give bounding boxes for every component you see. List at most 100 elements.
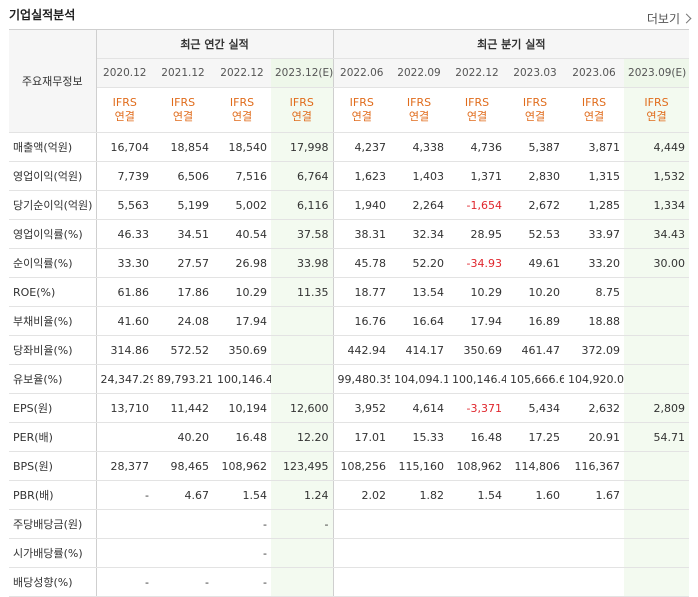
value-cell: 314.86 <box>96 335 153 365</box>
accounting-standard-cell: IFRS 연결 <box>213 87 271 133</box>
value-cell: 1.54 <box>213 480 271 510</box>
row-label: 영업이익(억원) <box>9 161 97 191</box>
value-cell: 12,600 <box>271 393 334 423</box>
row-label: EPS(원) <box>9 393 97 423</box>
value-cell <box>506 538 565 568</box>
value-cell: 17.86 <box>153 277 213 307</box>
row-label: 영업이익률(%) <box>9 219 97 249</box>
accounting-standard-cell: IFRS 연결 <box>506 87 565 133</box>
value-cell: 28,377 <box>96 451 153 481</box>
value-cell: 4,237 <box>333 132 391 162</box>
value-cell: 16.76 <box>333 306 391 336</box>
value-cell <box>333 509 391 539</box>
value-cell: 49.61 <box>506 248 565 278</box>
value-cell: 52.53 <box>506 219 565 249</box>
value-cell <box>624 277 690 307</box>
consolidated-label: 연결 <box>231 110 253 123</box>
value-cell: 414.17 <box>390 335 449 365</box>
value-cell: 33.97 <box>564 219 625 249</box>
accounting-standard-cell: IFRS 연결 <box>271 87 334 133</box>
value-cell: 1.82 <box>390 480 449 510</box>
period-header: 2022.12 <box>213 58 271 88</box>
value-cell: 54.71 <box>624 422 690 452</box>
value-cell <box>506 509 565 539</box>
corner-header: 주요재무정보 <box>9 29 97 133</box>
consolidated-label: 연결 <box>351 110 372 123</box>
consolidated-label: 연결 <box>466 110 488 123</box>
value-cell: 15.33 <box>390 422 449 452</box>
table-row: 시가배당률(%) - <box>9 538 690 568</box>
value-cell: 37.58 <box>271 219 334 249</box>
consolidated-label: 연결 <box>408 110 430 123</box>
value-cell: 2,672 <box>506 190 565 220</box>
value-cell <box>390 509 449 539</box>
value-cell: -3,371 <box>448 393 507 423</box>
value-cell <box>564 538 625 568</box>
annual-group-header: 최근 연간 실적 <box>96 29 334 59</box>
value-cell <box>390 567 449 597</box>
value-cell: 2,830 <box>506 161 565 191</box>
value-cell: 33.20 <box>564 248 625 278</box>
table-row: BPS(원) 28,377 98,465 108,962 123,495 108,256 1… <box>9 451 690 481</box>
accounting-standard-cell: IFRS 연결 <box>448 87 507 133</box>
row-label: 당기순이익(억원) <box>9 190 97 220</box>
row-label: BPS(원) <box>9 451 97 481</box>
value-cell <box>564 509 625 539</box>
value-cell: 372.09 <box>564 335 625 365</box>
value-cell: 16,704 <box>96 132 153 162</box>
quarter-group-header: 최근 분기 실적 <box>333 29 690 59</box>
period-header: 2022.06 <box>333 58 391 88</box>
value-cell: 18.88 <box>564 306 625 336</box>
accounting-standard-cell: IFRS 연결 <box>96 87 153 133</box>
value-cell: - <box>153 567 213 597</box>
value-cell: 10.29 <box>448 277 507 307</box>
value-cell <box>448 567 507 597</box>
ifrs-label: IFRS <box>229 96 255 109</box>
value-cell: - <box>96 567 153 597</box>
value-cell: 461.47 <box>506 335 565 365</box>
period-header: 2023.09(E) <box>624 58 690 88</box>
value-cell: 100,146.40 <box>213 364 271 394</box>
value-cell: 32.34 <box>390 219 449 249</box>
period-header: 2021.12 <box>153 58 213 88</box>
value-cell: 30.00 <box>624 248 690 278</box>
value-cell: 4,736 <box>448 132 507 162</box>
value-cell: 61.86 <box>96 277 153 307</box>
value-cell: 7,516 <box>213 161 271 191</box>
row-label: 유보율(%) <box>9 364 97 394</box>
value-cell: 108,962 <box>448 451 507 481</box>
value-cell: 24,347.29 <box>96 364 153 394</box>
value-cell: - <box>213 538 271 568</box>
value-cell: 18,540 <box>213 132 271 162</box>
row-label: 당좌비율(%) <box>9 335 97 365</box>
value-cell: 40.20 <box>153 422 213 452</box>
value-cell <box>448 538 507 568</box>
value-cell <box>333 567 391 597</box>
row-label: PBR(배) <box>9 480 97 510</box>
period-header: 2020.12 <box>96 58 153 88</box>
table-row: 매출액(억원) 16,704 18,854 18,540 17,998 4,237 4,33… <box>9 132 690 162</box>
value-cell: 5,563 <box>96 190 153 220</box>
value-cell: 2,809 <box>624 393 690 423</box>
value-cell <box>624 335 690 365</box>
value-cell: 99,480.35 <box>333 364 391 394</box>
value-cell <box>153 538 213 568</box>
ifrs-label: IFRS <box>581 96 607 109</box>
value-cell: - <box>96 480 153 510</box>
value-cell: 4,338 <box>390 132 449 162</box>
financial-table: 주요재무정보 최근 연간 실적 최근 분기 실적 2020.12 2021.12 2022… <box>9 29 690 597</box>
value-cell: 350.69 <box>448 335 507 365</box>
accounting-standard-cell: IFRS 연결 <box>564 87 625 133</box>
table-row: 영업이익(억원) 7,739 6,506 7,516 6,764 1,623 1,403 1,… <box>9 161 690 191</box>
value-cell: - <box>213 509 271 539</box>
more-link[interactable]: 더보기 <box>647 10 692 27</box>
value-cell: 123,495 <box>271 451 334 481</box>
consolidated-label: 연결 <box>646 110 667 123</box>
consolidated-label: 연결 <box>291 110 312 123</box>
value-cell <box>624 364 690 394</box>
value-cell <box>271 335 334 365</box>
row-label: 순이익률(%) <box>9 248 97 278</box>
value-cell: 5,002 <box>213 190 271 220</box>
value-cell: - <box>213 567 271 597</box>
